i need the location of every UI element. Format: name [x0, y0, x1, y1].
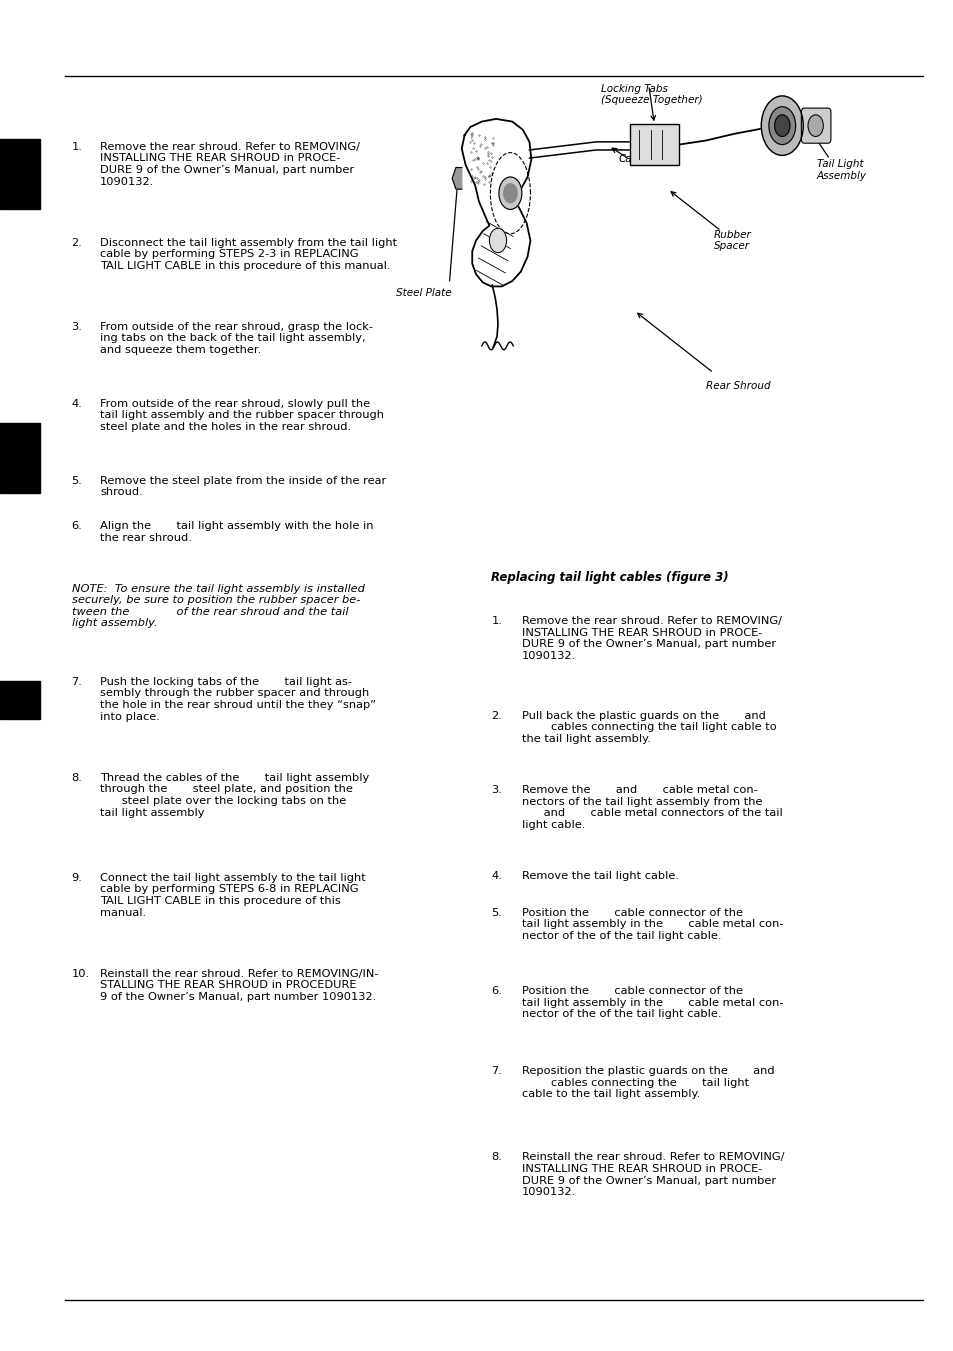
Circle shape	[503, 184, 517, 203]
Text: Position the       cable connector of the
tail light assembly in the       cable: Position the cable connector of the tail…	[521, 986, 782, 1020]
Text: 6.: 6.	[491, 986, 501, 996]
Polygon shape	[452, 168, 461, 189]
Text: 6.: 6.	[71, 521, 82, 531]
Text: Rubber
Spacer: Rubber Spacer	[713, 230, 751, 251]
Text: Cables: Cables	[618, 154, 653, 163]
Text: 9.: 9.	[71, 873, 82, 882]
Text: Rear Shroud: Rear Shroud	[705, 381, 770, 390]
Text: 2.: 2.	[491, 711, 501, 720]
Text: Push the locking tabs of the       tail light as-
sembly through the rubber spac: Push the locking tabs of the tail light …	[100, 677, 375, 721]
Text: 8.: 8.	[71, 773, 82, 782]
Text: 5.: 5.	[491, 908, 501, 917]
Text: Disconnect the tail light assembly from the tail light
cable by performing STEPS: Disconnect the tail light assembly from …	[100, 238, 396, 272]
Text: 2.: 2.	[71, 238, 82, 247]
Text: 3.: 3.	[71, 322, 82, 331]
Text: Thread the cables of the       tail light assembly
through the       steel plate: Thread the cables of the tail light asse…	[100, 773, 369, 817]
Polygon shape	[461, 119, 531, 286]
Text: 10.: 10.	[71, 969, 90, 978]
Circle shape	[498, 177, 521, 209]
Text: Steel Plate: Steel Plate	[395, 288, 451, 297]
Text: Remove the tail light cable.: Remove the tail light cable.	[521, 871, 679, 881]
Text: 4.: 4.	[491, 871, 501, 881]
Text: 1.: 1.	[71, 142, 82, 151]
Text: Remove the       and       cable metal con-
nectors of the tail light assembly f: Remove the and cable metal con- nectors …	[521, 785, 781, 830]
Circle shape	[768, 107, 795, 145]
Circle shape	[760, 96, 802, 155]
Circle shape	[807, 115, 822, 136]
Text: NOTE:  To ensure the tail light assembly is installed
securely, be sure to posit: NOTE: To ensure the tail light assembly …	[71, 584, 364, 628]
Text: 8.: 8.	[491, 1152, 501, 1162]
Text: 4.: 4.	[71, 399, 82, 408]
Text: 1.: 1.	[491, 616, 501, 626]
Text: Position the       cable connector of the
tail light assembly in the       cable: Position the cable connector of the tail…	[521, 908, 782, 942]
Text: Locking Tabs
(Squeeze Together): Locking Tabs (Squeeze Together)	[600, 84, 702, 105]
Text: Reposition the plastic guards on the       and
        cables connecting the    : Reposition the plastic guards on the and…	[521, 1066, 774, 1100]
Text: Remove the rear shroud. Refer to REMOVING/
INSTALLING THE REAR SHROUD in PROCE-
: Remove the rear shroud. Refer to REMOVIN…	[100, 142, 360, 186]
Text: Reinstall the rear shroud. Refer to REMOVING/
INSTALLING THE REAR SHROUD in PROC: Reinstall the rear shroud. Refer to REMO…	[521, 1152, 783, 1197]
Bar	[0, 423, 40, 493]
Text: Align the       tail light assembly with the hole in
the rear shroud.: Align the tail light assembly with the h…	[100, 521, 374, 543]
Text: Remove the rear shroud. Refer to REMOVING/
INSTALLING THE REAR SHROUD in PROCE-
: Remove the rear shroud. Refer to REMOVIN…	[521, 616, 781, 661]
Text: Tail Light
Assembly: Tail Light Assembly	[816, 159, 865, 181]
Circle shape	[774, 115, 789, 136]
Text: 7.: 7.	[71, 677, 82, 686]
Text: Pull back the plastic guards on the       and
        cables connecting the tail: Pull back the plastic guards on the and …	[521, 711, 776, 744]
Text: 3.: 3.	[491, 785, 501, 794]
Bar	[0, 139, 40, 209]
Text: Remove the steel plate from the inside of the rear
shroud.: Remove the steel plate from the inside o…	[100, 476, 386, 497]
Bar	[629, 124, 679, 165]
Text: 5.: 5.	[71, 476, 82, 485]
Text: Replacing tail light cables (figure 3): Replacing tail light cables (figure 3)	[491, 571, 728, 585]
Text: From outside of the rear shroud, slowly pull the
tail light assembly and the rub: From outside of the rear shroud, slowly …	[100, 399, 384, 432]
Text: 7.: 7.	[491, 1066, 501, 1075]
Bar	[0, 681, 40, 719]
Circle shape	[489, 228, 506, 253]
Text: Connect the tail light assembly to the tail light
cable by performing STEPS 6-8 : Connect the tail light assembly to the t…	[100, 873, 366, 917]
Text: Reinstall the rear shroud. Refer to REMOVING/IN-
STALLING THE REAR SHROUD in PRO: Reinstall the rear shroud. Refer to REMO…	[100, 969, 378, 1002]
Text: From outside of the rear shroud, grasp the lock-
ing tabs on the back of the tai: From outside of the rear shroud, grasp t…	[100, 322, 373, 355]
FancyBboxPatch shape	[801, 108, 830, 143]
